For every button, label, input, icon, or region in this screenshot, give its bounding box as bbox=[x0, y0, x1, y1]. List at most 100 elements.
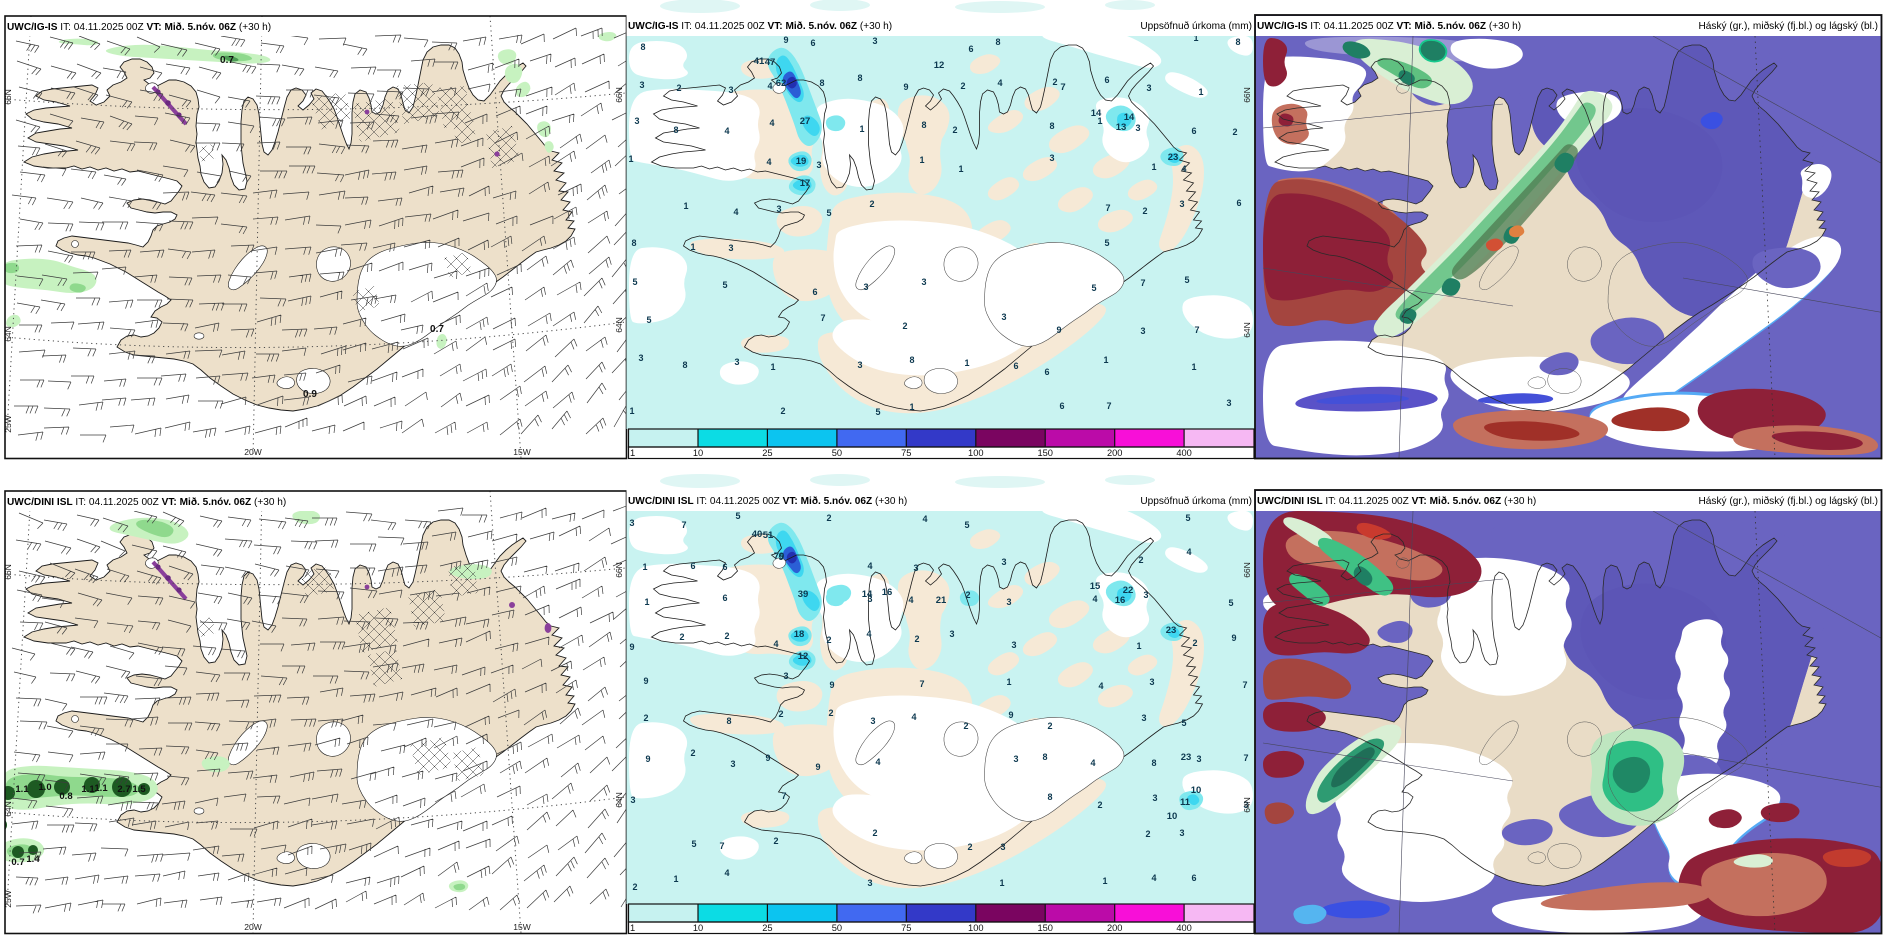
svg-text:66N: 66N bbox=[1242, 87, 1252, 103]
svg-text:5: 5 bbox=[1185, 513, 1190, 523]
svg-text:1.0: 1.0 bbox=[38, 782, 51, 793]
svg-text:3: 3 bbox=[1179, 828, 1184, 838]
svg-text:41: 41 bbox=[754, 56, 765, 67]
svg-text:25: 25 bbox=[762, 923, 772, 933]
svg-text:15W: 15W bbox=[513, 447, 530, 457]
svg-text:6: 6 bbox=[1191, 126, 1196, 136]
svg-text:8: 8 bbox=[921, 120, 926, 130]
svg-text:8: 8 bbox=[1151, 758, 1156, 768]
svg-text:4: 4 bbox=[1186, 547, 1191, 557]
svg-text:20W: 20W bbox=[244, 447, 261, 457]
svg-text:5: 5 bbox=[691, 839, 696, 849]
svg-text:4: 4 bbox=[867, 561, 872, 571]
svg-text:0.7: 0.7 bbox=[220, 55, 234, 66]
svg-text:0.8: 0.8 bbox=[59, 791, 72, 802]
svg-text:1: 1 bbox=[1136, 641, 1141, 651]
svg-text:1: 1 bbox=[909, 402, 914, 412]
svg-text:3: 3 bbox=[867, 878, 872, 888]
svg-text:1: 1 bbox=[999, 878, 1004, 888]
svg-text:20W: 20W bbox=[244, 922, 261, 932]
svg-text:1.1: 1.1 bbox=[81, 784, 95, 795]
svg-text:9: 9 bbox=[765, 753, 770, 763]
svg-text:4: 4 bbox=[1092, 594, 1097, 604]
svg-text:1: 1 bbox=[770, 362, 775, 372]
svg-text:2: 2 bbox=[965, 590, 970, 600]
svg-text:6: 6 bbox=[690, 561, 695, 571]
svg-text:5: 5 bbox=[646, 315, 651, 325]
svg-text:9: 9 bbox=[629, 642, 634, 652]
svg-text:2: 2 bbox=[967, 842, 972, 852]
svg-text:2: 2 bbox=[1232, 127, 1237, 137]
svg-text:75: 75 bbox=[901, 923, 911, 933]
svg-text:6: 6 bbox=[1191, 873, 1196, 883]
svg-text:200: 200 bbox=[1107, 448, 1123, 458]
svg-text:0.7: 0.7 bbox=[430, 324, 444, 335]
svg-text:9: 9 bbox=[829, 680, 834, 690]
svg-text:62: 62 bbox=[776, 78, 787, 89]
svg-text:22: 22 bbox=[1123, 585, 1134, 596]
svg-text:12: 12 bbox=[934, 60, 945, 71]
svg-text:1: 1 bbox=[1006, 677, 1011, 687]
svg-text:4: 4 bbox=[922, 514, 927, 524]
svg-text:1: 1 bbox=[1198, 87, 1203, 97]
svg-text:9: 9 bbox=[1231, 633, 1236, 643]
svg-text:16: 16 bbox=[1115, 595, 1126, 606]
svg-text:4: 4 bbox=[875, 757, 880, 767]
svg-text:3: 3 bbox=[1226, 398, 1231, 408]
svg-text:5: 5 bbox=[875, 407, 880, 417]
svg-text:10: 10 bbox=[1191, 785, 1202, 796]
svg-text:5: 5 bbox=[778, 552, 783, 562]
svg-text:2: 2 bbox=[679, 632, 684, 642]
svg-text:4: 4 bbox=[911, 712, 916, 722]
svg-text:400: 400 bbox=[1176, 923, 1192, 933]
svg-text:8: 8 bbox=[1042, 752, 1047, 762]
svg-text:14: 14 bbox=[1091, 108, 1102, 119]
svg-text:1: 1 bbox=[1102, 876, 1107, 886]
svg-text:UWC/IG-IS IT: 04.11.2025 00Z V: UWC/IG-IS IT: 04.11.2025 00Z VT: Mið. 5.… bbox=[7, 21, 271, 33]
svg-text:1: 1 bbox=[630, 448, 635, 458]
svg-text:23: 23 bbox=[1168, 152, 1179, 163]
svg-text:3: 3 bbox=[1140, 326, 1145, 336]
svg-text:3: 3 bbox=[1001, 312, 1006, 322]
svg-text:2: 2 bbox=[1145, 829, 1150, 839]
svg-text:10: 10 bbox=[693, 923, 703, 933]
svg-text:3: 3 bbox=[730, 759, 735, 769]
svg-text:Háský (gr.), miðský (fj.bl.) o: Háský (gr.), miðský (fj.bl.) og lágský (… bbox=[1699, 20, 1878, 32]
svg-text:3: 3 bbox=[867, 594, 872, 604]
svg-text:9: 9 bbox=[783, 35, 788, 45]
svg-text:3: 3 bbox=[1243, 800, 1248, 810]
svg-text:2: 2 bbox=[914, 634, 919, 644]
svg-text:5: 5 bbox=[964, 520, 969, 530]
svg-text:1: 1 bbox=[673, 874, 678, 884]
svg-text:9: 9 bbox=[903, 82, 908, 92]
svg-text:7: 7 bbox=[1105, 203, 1110, 213]
svg-text:16: 16 bbox=[882, 587, 893, 598]
svg-text:5: 5 bbox=[632, 277, 637, 287]
svg-text:25: 25 bbox=[762, 448, 772, 458]
svg-text:4: 4 bbox=[908, 595, 913, 605]
svg-text:3: 3 bbox=[1001, 557, 1006, 567]
svg-text:3: 3 bbox=[1006, 597, 1011, 607]
svg-text:10: 10 bbox=[1167, 811, 1178, 822]
svg-text:1: 1 bbox=[1151, 162, 1156, 172]
svg-text:4: 4 bbox=[766, 157, 771, 167]
svg-text:1: 1 bbox=[628, 154, 633, 164]
svg-text:8: 8 bbox=[640, 42, 645, 52]
svg-text:3: 3 bbox=[1152, 793, 1157, 803]
svg-text:3: 3 bbox=[1135, 123, 1140, 133]
svg-text:7: 7 bbox=[1194, 325, 1199, 335]
svg-text:3: 3 bbox=[913, 563, 918, 573]
svg-text:9: 9 bbox=[1008, 710, 1013, 720]
svg-text:5: 5 bbox=[1228, 598, 1233, 608]
svg-text:3: 3 bbox=[734, 357, 739, 367]
svg-text:21: 21 bbox=[936, 595, 947, 606]
svg-text:7: 7 bbox=[1242, 680, 1247, 690]
svg-text:14: 14 bbox=[1124, 112, 1135, 123]
svg-text:9: 9 bbox=[1056, 325, 1061, 335]
svg-text:3: 3 bbox=[1196, 754, 1201, 764]
svg-text:23: 23 bbox=[1181, 752, 1192, 763]
svg-text:64N: 64N bbox=[1242, 797, 1252, 813]
svg-text:2: 2 bbox=[773, 836, 778, 846]
svg-text:3: 3 bbox=[776, 204, 781, 214]
svg-text:64N: 64N bbox=[3, 801, 13, 817]
